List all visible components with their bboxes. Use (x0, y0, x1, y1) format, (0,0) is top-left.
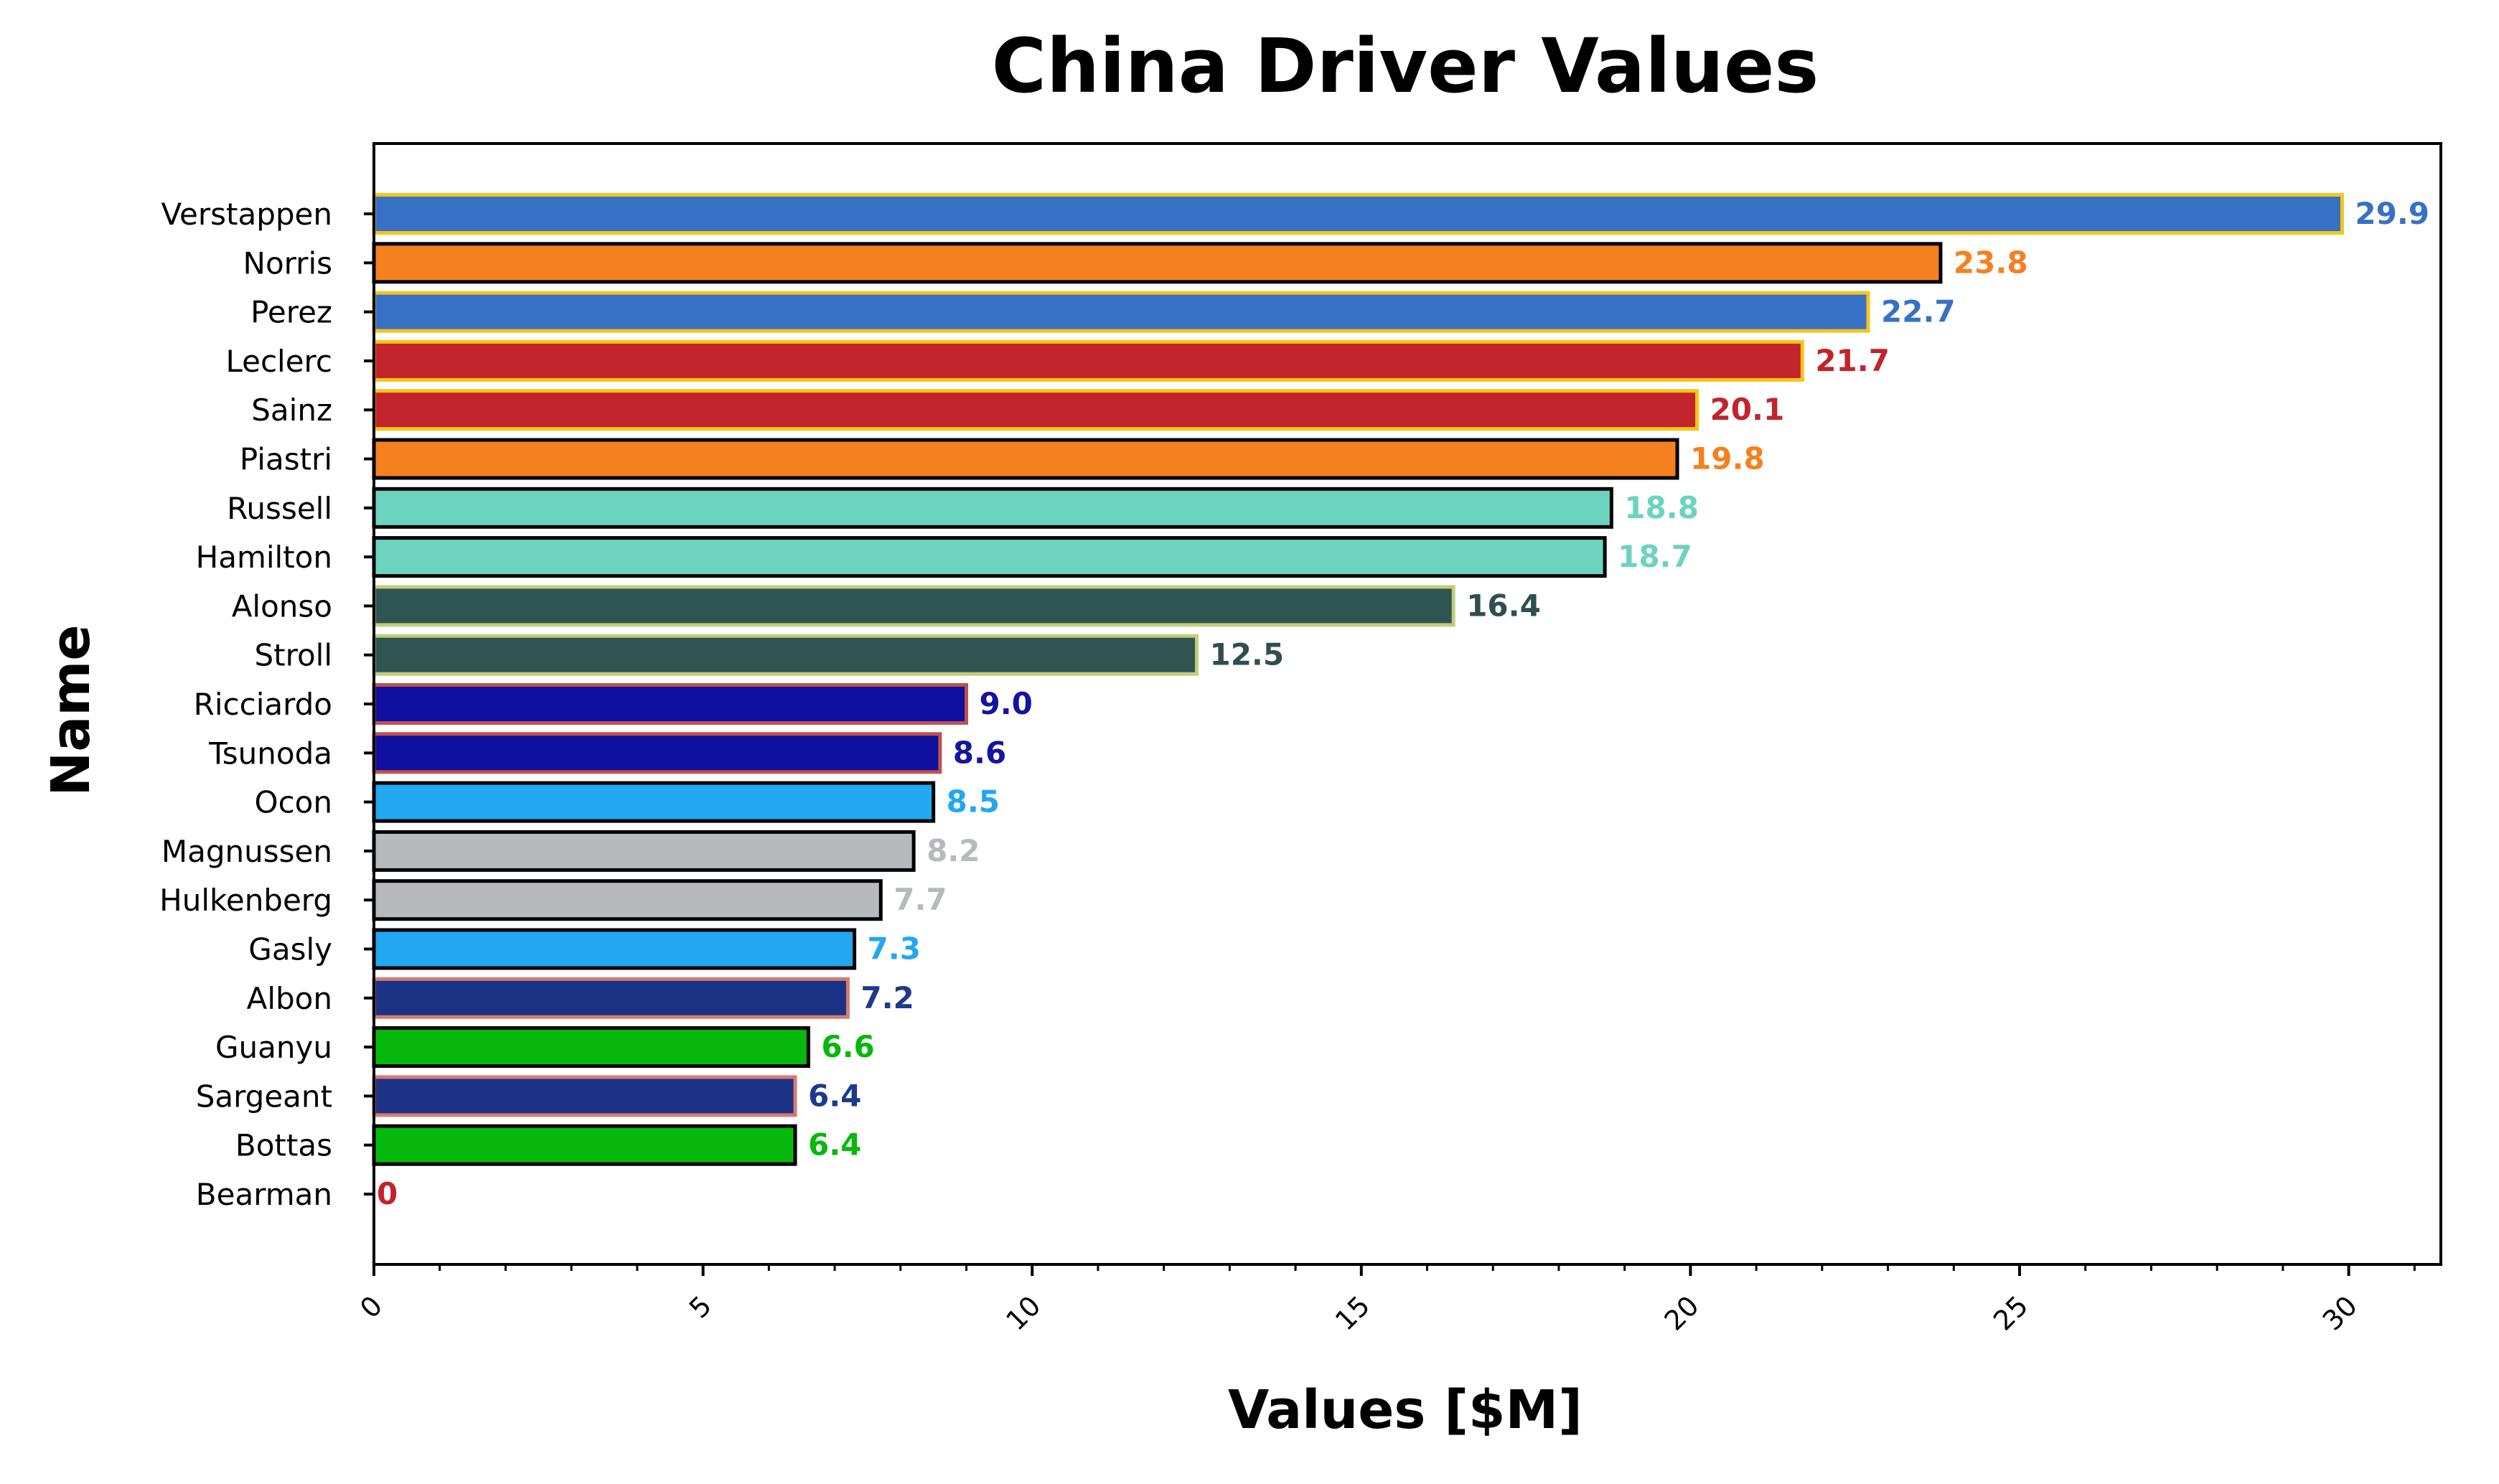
bar (372, 291, 1870, 333)
y-tick-label: Leclerc (225, 344, 332, 379)
bar (372, 732, 942, 774)
value-label: 12.5 (1209, 637, 1284, 672)
value-label: 9.0 (979, 686, 1032, 721)
chart-title: China Driver Values (992, 22, 1819, 110)
y-tick-label: Magnussen (161, 834, 332, 869)
y-tick-label: Sargeant (196, 1079, 332, 1114)
value-label: 0 (377, 1176, 398, 1211)
value-label: 7.7 (894, 882, 947, 917)
y-tick-label: Albon (247, 981, 332, 1016)
bar (372, 585, 1455, 627)
value-label: 8.2 (927, 833, 980, 868)
bar (372, 438, 1679, 480)
value-label: 8.6 (953, 735, 1006, 770)
y-tick-label: Ocon (255, 785, 332, 820)
value-label: 23.8 (1954, 245, 2028, 280)
bar (372, 242, 1943, 284)
value-label: 20.1 (1710, 392, 1785, 427)
bar (372, 487, 1613, 529)
value-label: 22.7 (1881, 294, 1956, 329)
bar (372, 389, 1699, 431)
value-label: 16.4 (1466, 588, 1541, 623)
value-label: 8.5 (947, 784, 1000, 820)
y-tick-label: Stroll (254, 638, 332, 673)
y-tick-label: Gasly (248, 932, 332, 967)
y-tick-label: Bearman (196, 1177, 332, 1212)
value-labels-layer: 29.9 23.8 22.7 21.7 20.1 19.8 18.8 18.7 16.4 12.5… (377, 196, 2429, 1211)
y-tick-label: Piastri (240, 442, 332, 477)
value-label: 6.6 (821, 1029, 874, 1064)
bar (372, 928, 857, 970)
bar (372, 879, 883, 921)
plot-frame (372, 142, 2442, 1266)
value-label: 19.8 (1690, 441, 1765, 476)
y-tick-label: Ricciardo (194, 687, 332, 722)
y-tick-label: Perez (250, 295, 332, 330)
y-axis: Verstappen Norris Perez Leclerc Sainz Piastri… (159, 197, 374, 1212)
value-label: 29.9 (2355, 196, 2429, 231)
bar (372, 977, 850, 1019)
bar (372, 1075, 797, 1117)
y-tick-label: Sainz (251, 393, 332, 428)
bar (372, 830, 916, 872)
bar (372, 1124, 797, 1166)
value-label: 7.2 (861, 980, 914, 1015)
y-tick-label: Russell (227, 491, 332, 526)
value-label: 18.8 (1624, 490, 1699, 525)
value-label: 7.3 (868, 931, 921, 967)
bar (372, 781, 936, 823)
y-axis-label: Name (40, 624, 102, 796)
y-tick-label: Alonso (232, 588, 332, 624)
y-tick-label: Hamilton (196, 540, 332, 575)
bars-layer (372, 193, 2344, 1166)
bar (372, 536, 1607, 578)
bar (372, 193, 2344, 235)
y-tick-label: Hulkenberg (159, 883, 332, 918)
value-label: 18.7 (1618, 539, 1692, 574)
y-tick-label: Guanyu (215, 1030, 332, 1065)
value-label: 21.7 (1815, 343, 1890, 378)
x-axis-label: Values [$M] (1228, 1379, 1583, 1441)
y-tick-label: Bottas (235, 1128, 332, 1163)
y-tick-label: Norris (243, 245, 332, 281)
value-label: 6.4 (808, 1078, 861, 1113)
bar (372, 683, 968, 725)
bar (372, 339, 1804, 382)
y-tick-label: Tsunoda (208, 736, 332, 771)
value-label: 6.4 (808, 1127, 861, 1163)
y-tick-label: Verstappen (161, 197, 332, 232)
bar (372, 1026, 810, 1069)
bar (372, 634, 1199, 676)
